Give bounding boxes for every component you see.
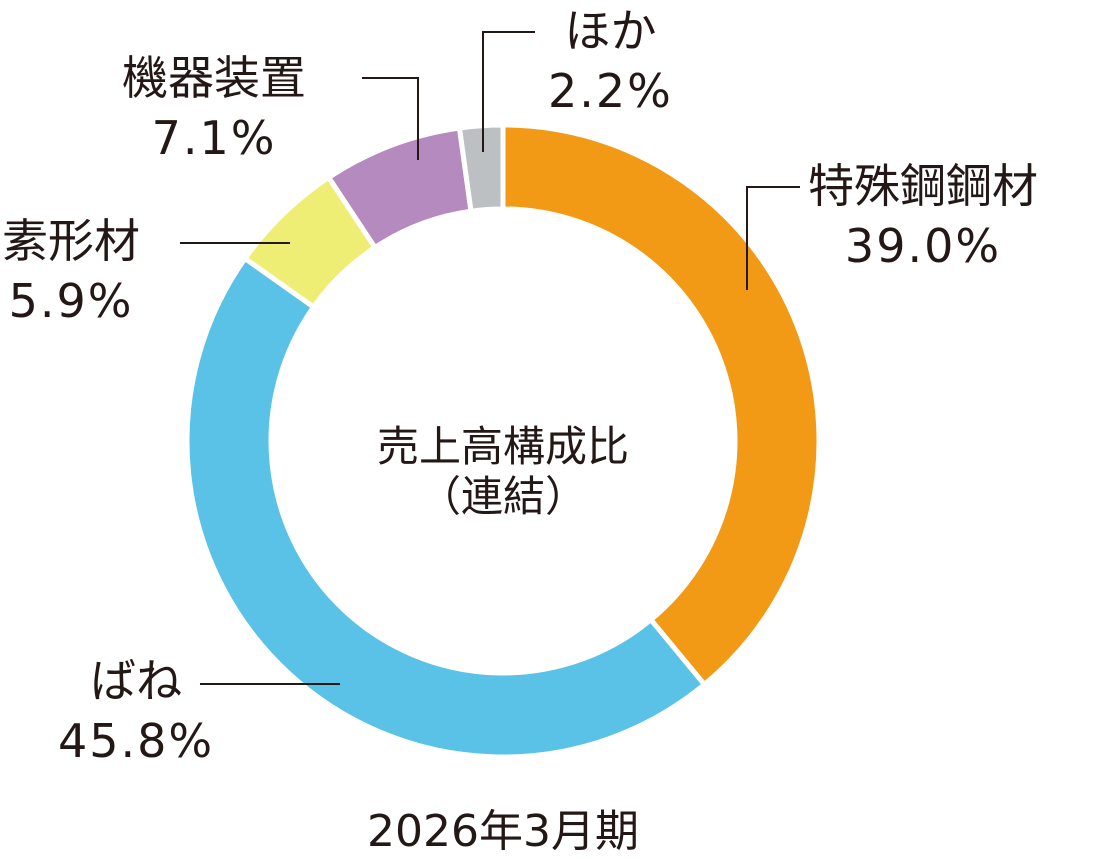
label-bane-name: ばね xyxy=(90,654,183,708)
leader-line-tokushuko xyxy=(746,186,800,290)
label-bane: ばね 45.8% xyxy=(58,658,214,764)
label-hoka: ほか 2.2% xyxy=(548,8,673,114)
leader-line-kiki xyxy=(362,77,419,160)
slice-hoka xyxy=(456,122,506,215)
label-hoka-value: 2.2% xyxy=(548,64,673,118)
label-kiki-value: 7.1% xyxy=(151,111,277,165)
leader-line-hoka xyxy=(482,31,535,152)
label-bane-value: 45.8% xyxy=(58,714,215,768)
donut-slices xyxy=(184,122,822,760)
label-kiki: 機器装置 7.1% xyxy=(122,55,306,161)
label-sokeizai: 素形材 5.9% xyxy=(2,218,140,324)
label-hoka-name: ほか xyxy=(564,4,657,58)
period-label: 2026年3月期 xyxy=(367,806,639,857)
center-title-line2: （連結） xyxy=(418,472,588,522)
label-sokeizai-value: 5.9% xyxy=(8,274,134,328)
label-sokeizai-name: 素形材 xyxy=(2,214,140,268)
chart-center-title: 売上高構成比 （連結） xyxy=(377,422,629,523)
leader-lines xyxy=(180,31,800,685)
label-tokushuko: 特殊鋼鋼材 39.0% xyxy=(808,163,1038,269)
label-tokushuko-value: 39.0% xyxy=(844,219,1002,273)
label-kiki-name: 機器装置 xyxy=(122,51,306,105)
label-tokushuko-name: 特殊鋼鋼材 xyxy=(808,159,1038,213)
center-title-line1: 売上高構成比 xyxy=(376,422,630,471)
slice-tokushuko xyxy=(500,122,822,689)
slice-bane xyxy=(184,255,708,760)
